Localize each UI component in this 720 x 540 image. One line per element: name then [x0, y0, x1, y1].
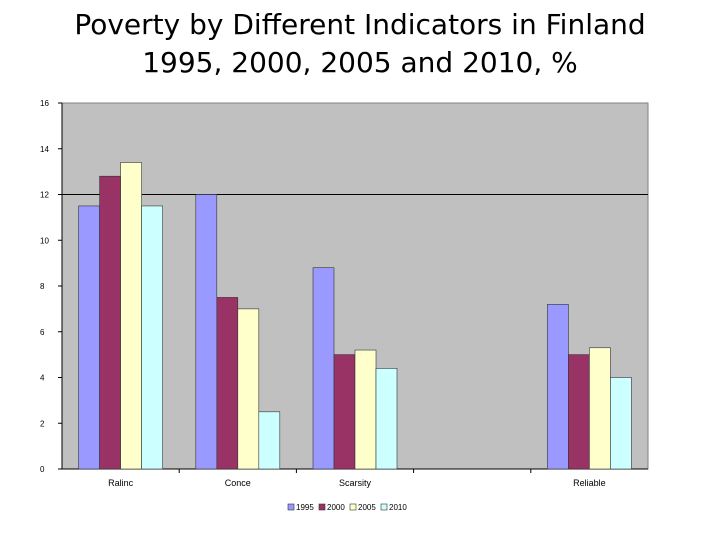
bar — [120, 162, 142, 470]
legend-swatch — [380, 503, 388, 511]
chart-subtitle: 1995, 2000, 2005 and 2010, % — [142, 46, 578, 79]
bar — [78, 205, 100, 470]
x-tick-label: Scarsity — [339, 478, 372, 488]
bar — [375, 368, 398, 470]
bar — [312, 267, 335, 470]
bar — [141, 205, 163, 470]
y-tick-label: 6 — [40, 328, 45, 337]
legend-label: 2000 — [327, 503, 345, 512]
bar — [547, 303, 569, 470]
legend-label: 1995 — [296, 503, 314, 512]
y-tick-label: 4 — [40, 374, 45, 383]
legend-swatch — [349, 503, 357, 511]
bar — [333, 354, 356, 470]
bar — [589, 347, 611, 470]
x-tick-label: Conce — [225, 478, 251, 488]
y-tick-label: 16 — [40, 99, 49, 108]
legend-label: 2010 — [389, 503, 407, 512]
bar — [354, 349, 377, 470]
bar — [99, 175, 121, 470]
y-tick-label: 2 — [40, 419, 45, 428]
bar — [610, 377, 632, 470]
legend-swatch — [318, 503, 326, 511]
bar — [216, 297, 239, 470]
y-tick-label: 8 — [40, 282, 45, 291]
bar — [568, 354, 590, 470]
bar — [237, 308, 260, 470]
y-tick-label: 10 — [40, 236, 49, 245]
y-tick-label: 14 — [40, 145, 49, 154]
chart-title: Poverty by Different Indicators in Finla… — [0, 6, 720, 82]
chart-title-line1: Poverty by Different Indicators in Finla… — [74, 8, 646, 41]
bar — [258, 411, 281, 470]
x-tick-label: Ralinc — [108, 478, 134, 488]
legend-swatch — [287, 503, 295, 511]
y-tick-label: 0 — [40, 465, 45, 474]
x-tick-label: Reliable — [573, 478, 606, 488]
y-tick-label: 12 — [40, 191, 49, 200]
legend-label: 2005 — [358, 503, 376, 512]
bar — [195, 194, 218, 470]
